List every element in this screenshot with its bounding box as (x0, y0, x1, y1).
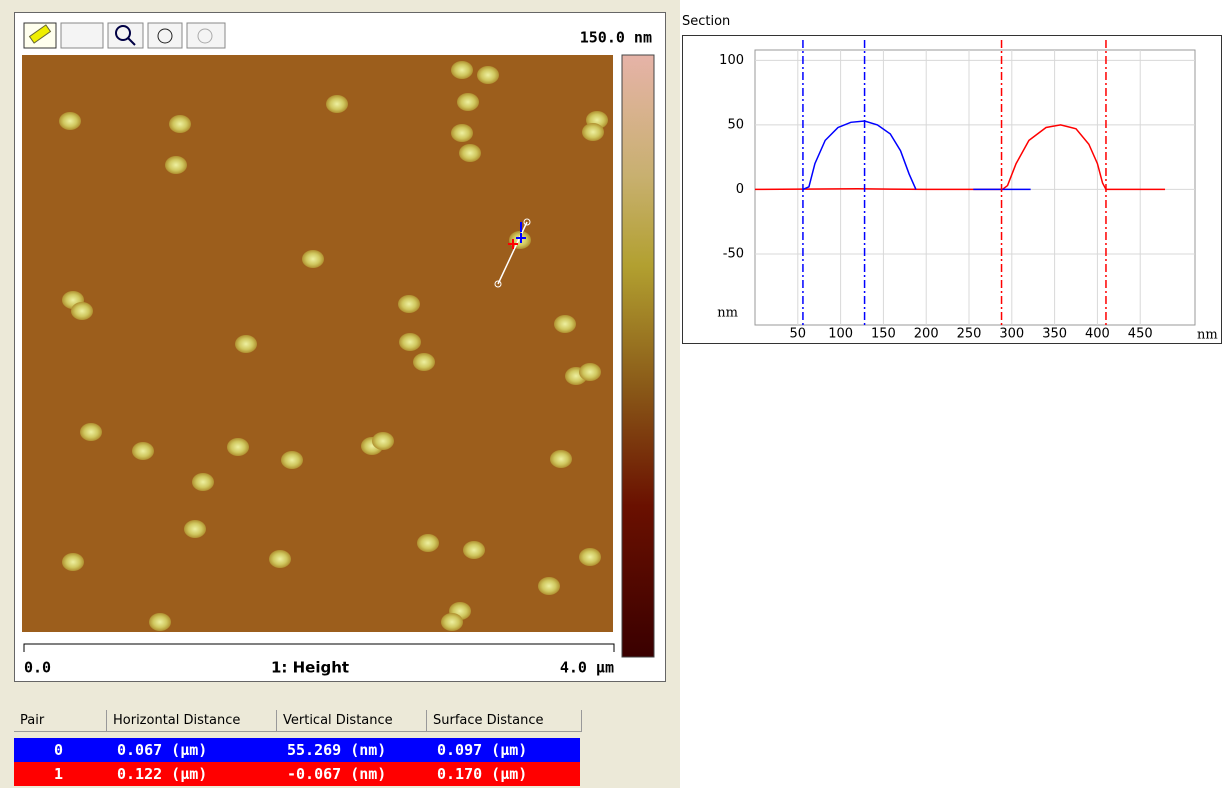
x-tick-label: 450 (1128, 327, 1153, 342)
x-tick-label: 200 (914, 327, 939, 342)
particle (169, 115, 191, 133)
particle (71, 302, 93, 320)
cell: 0.122 (µm) (117, 762, 207, 786)
x-tick-label: 100 (828, 327, 853, 342)
particle (550, 450, 572, 468)
particle (538, 577, 560, 595)
particle (326, 95, 348, 113)
particle (149, 613, 171, 631)
particle (477, 66, 499, 84)
column-header: Pair (14, 710, 107, 732)
x-tick-label: 400 (1085, 327, 1110, 342)
particle (80, 423, 102, 441)
column-header: Horizontal Distance (107, 710, 277, 732)
column-header: Surface Distance (427, 710, 582, 732)
tool-pan[interactable] (61, 23, 103, 48)
particle (554, 315, 576, 333)
particle (235, 335, 257, 353)
image-view: 150.0 nm 0.0 1: Height 4.0 µm (0, 0, 680, 700)
scale-bar (24, 644, 614, 652)
section-chart: 100 50 0 -50 50 100 150 200 250 300 350 400 450 nm nm (682, 35, 1222, 344)
cell: -0.067 (nm) (287, 762, 386, 786)
cell: 0.067 (µm) (117, 738, 207, 762)
particle (372, 432, 394, 450)
y-tick-label: 100 (719, 53, 744, 68)
x-axis-label: nm (1197, 328, 1218, 343)
plot-area (755, 50, 1195, 325)
x-tick-label: 250 (957, 327, 982, 342)
particle (582, 123, 604, 141)
particle (451, 124, 473, 142)
cell: 0 (54, 738, 63, 762)
cell: 1 (54, 762, 63, 786)
scale-max: 150.0 nm (580, 29, 652, 47)
particle (59, 112, 81, 130)
x-tick-label: 150 (871, 327, 896, 342)
color-bar (622, 55, 654, 657)
particle (184, 520, 206, 538)
x-tick-label: 350 (1042, 327, 1067, 342)
particle (459, 144, 481, 162)
particle (457, 93, 479, 111)
channel: 1: Height (271, 659, 349, 677)
toolbar (24, 23, 225, 48)
particle (579, 548, 601, 566)
particle (413, 353, 435, 371)
cell: 55.269 (nm) (287, 738, 386, 762)
particle (399, 333, 421, 351)
particle (165, 156, 187, 174)
particle (398, 295, 420, 313)
particle (579, 363, 601, 381)
x-tick-label: 50 (790, 327, 807, 342)
tool-zoom-out[interactable] (187, 23, 225, 48)
particle (302, 250, 324, 268)
y-axis-label: nm (717, 306, 738, 321)
y-tick-label: 0 (736, 182, 744, 197)
tool-zoom-in[interactable] (148, 23, 182, 48)
particle (132, 442, 154, 460)
x-tick-label: 300 (999, 327, 1024, 342)
app: 150.0 nm 0.0 1: Height 4.0 µm Section 10… (0, 0, 1232, 788)
particle (62, 553, 84, 571)
particle (281, 451, 303, 469)
section-title: Section (682, 14, 730, 29)
particle (463, 541, 485, 559)
particle (441, 613, 463, 631)
particle (451, 61, 473, 79)
cell: 0.170 (µm) (437, 762, 527, 786)
y-tick-label: -50 (723, 246, 744, 261)
column-header: Vertical Distance (277, 710, 427, 732)
particle (269, 550, 291, 568)
x-end: 4.0 µm (560, 659, 614, 677)
cell: 0.097 (µm) (437, 738, 527, 762)
particle (192, 473, 214, 491)
afm-image[interactable] (22, 55, 613, 632)
x-start: 0.0 (24, 659, 51, 677)
particle (417, 534, 439, 552)
y-tick-label: 50 (727, 117, 744, 132)
particle (227, 438, 249, 456)
